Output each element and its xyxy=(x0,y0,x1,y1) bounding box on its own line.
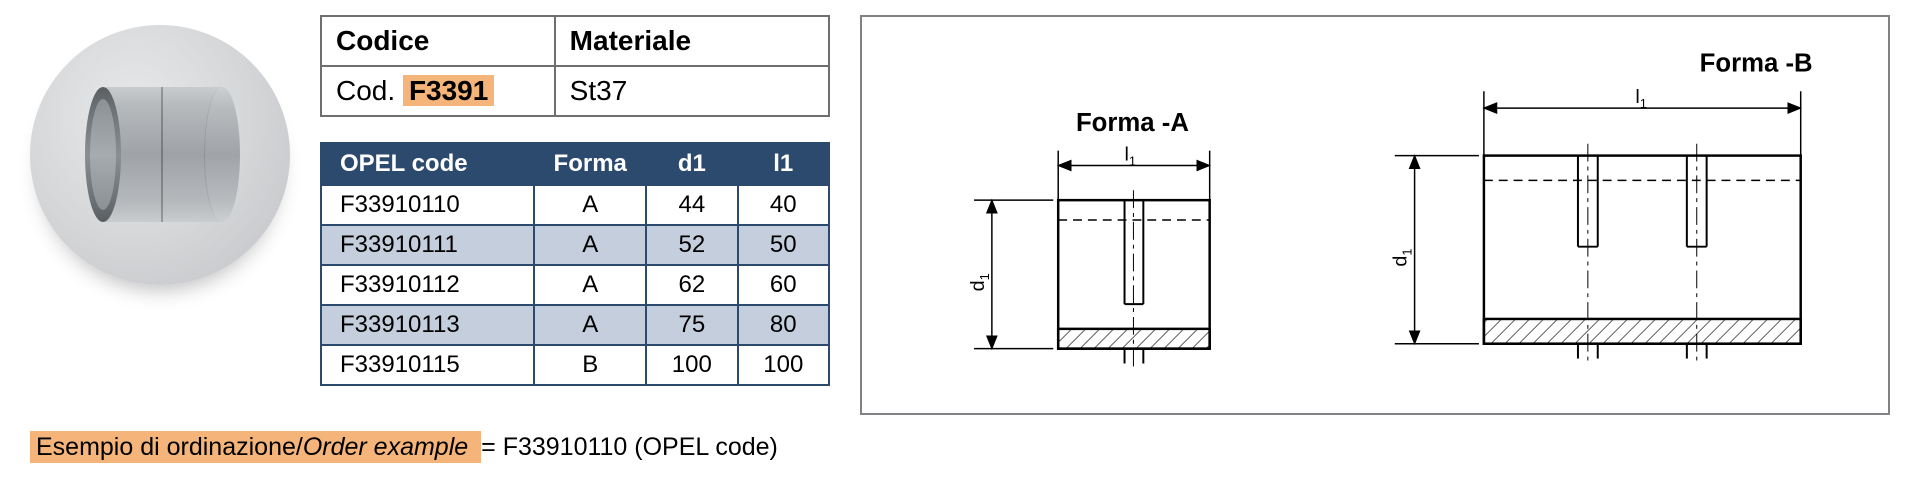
data-header-row: OPEL code Forma d1 l1 xyxy=(321,143,829,185)
code-value: F3391 xyxy=(403,75,494,106)
forma-a-drawing: Forma -A l1 xyxy=(967,109,1210,369)
col-d1: d1 xyxy=(646,143,737,185)
forma-a-l1-label: l1 xyxy=(1125,144,1137,169)
order-example-it-label: Esempio di ordinazione/ xyxy=(36,433,303,461)
col-forma: Forma xyxy=(534,143,646,185)
forma-b-d1-label: d1 xyxy=(1390,248,1415,266)
order-example: Esempio di ordinazione/Order example = F… xyxy=(30,433,1890,462)
table-row: F33910115 B 100 100 xyxy=(321,345,829,385)
info-material-cell: St37 xyxy=(555,66,829,116)
table-row: F33910112 A 62 60 xyxy=(321,265,829,305)
code-prefix: Cod. xyxy=(336,75,403,106)
forma-b-title: Forma -B xyxy=(1700,49,1813,77)
col-l1: l1 xyxy=(738,143,829,185)
main-container: Codice Materiale Cod. F3391 St37 OPEL co… xyxy=(30,15,1890,415)
product-image xyxy=(30,25,290,285)
order-example-highlight: Esempio di ordinazione/Order example xyxy=(30,431,481,463)
info-table: Codice Materiale Cod. F3391 St37 xyxy=(320,15,830,117)
table-row: F33910110 A 44 40 xyxy=(321,185,829,225)
info-header-code: Codice xyxy=(321,16,555,66)
col-opel: OPEL code xyxy=(321,143,534,185)
order-example-en-label: Order example xyxy=(303,433,468,461)
data-body: F33910110 A 44 40 F33910111 A 52 50 F339… xyxy=(321,185,829,385)
info-code-cell: Cod. F3391 xyxy=(321,66,555,116)
data-table: OPEL code Forma d1 l1 F33910110 A 44 40 … xyxy=(320,142,830,386)
technical-drawing: Forma -A l1 xyxy=(862,17,1888,413)
table-row: F33910111 A 52 50 xyxy=(321,225,829,265)
order-example-equals: = xyxy=(481,433,503,461)
tables-column: Codice Materiale Cod. F3391 St37 OPEL co… xyxy=(320,15,830,386)
cylinder-icon xyxy=(85,87,240,222)
info-header-material: Materiale xyxy=(555,16,829,66)
forma-b-drawing: Forma -B l1 xyxy=(1390,49,1813,365)
drawing-panel: Forma -A l1 xyxy=(860,15,1890,415)
forma-b-l1-label: l1 xyxy=(1635,86,1647,111)
order-example-value: F33910110 (OPEL code) xyxy=(503,433,778,461)
forma-a-d1-label: d1 xyxy=(967,273,992,291)
table-row: F33910113 A 75 80 xyxy=(321,305,829,345)
forma-a-title: Forma -A xyxy=(1076,109,1189,137)
